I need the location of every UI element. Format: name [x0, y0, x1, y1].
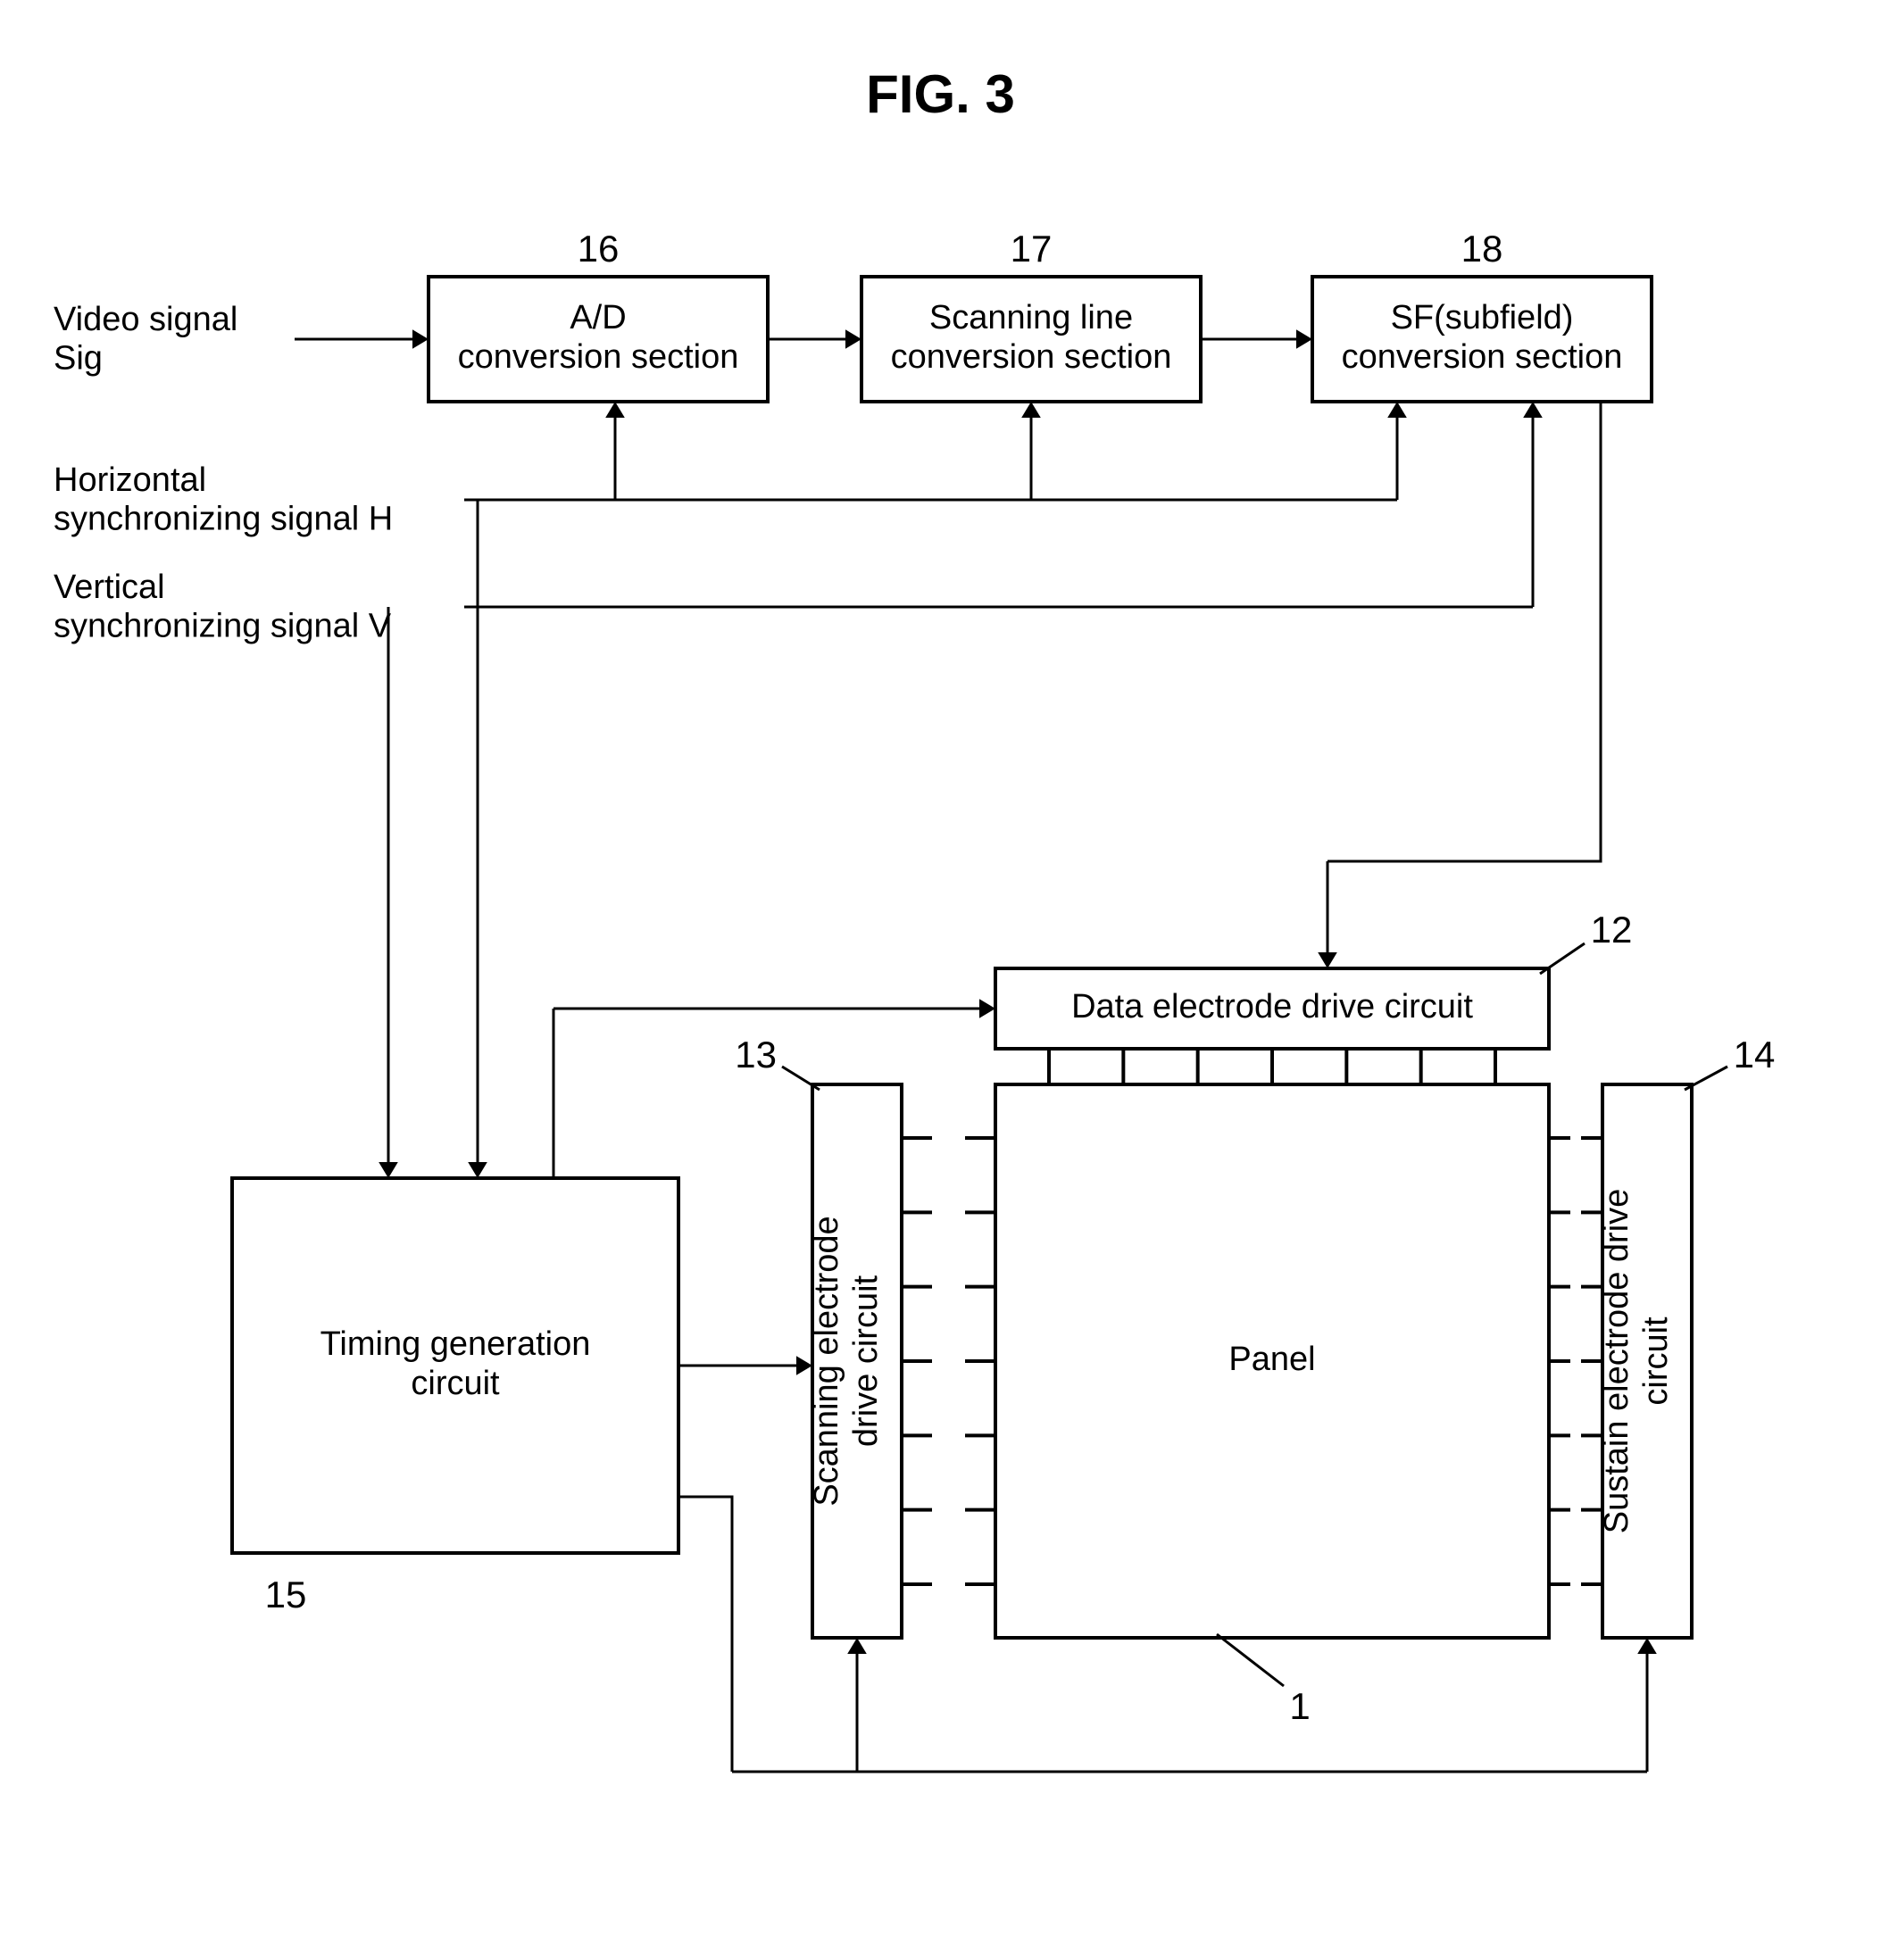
arrowhead [845, 329, 861, 349]
node-panel-ref: 1 [1289, 1685, 1310, 1727]
wire [1685, 1067, 1727, 1090]
wire [1217, 1634, 1284, 1686]
node-sf-label-line-1: conversion section [1342, 338, 1623, 376]
svg-text:Sustain electrode drive: Sustain electrode drive [1598, 1189, 1635, 1534]
svg-text:drive circuit: drive circuit [847, 1275, 885, 1447]
arrowhead [1318, 952, 1337, 968]
arrowhead [1387, 402, 1407, 418]
node-sustain-ref: 14 [1734, 1034, 1776, 1076]
node-panel-label: Panel [1228, 1341, 1315, 1378]
node-scanline-label-line-0: Scanning line [929, 299, 1133, 336]
node-panel-label-line-0: Panel [1228, 1341, 1315, 1378]
arrowhead [1296, 329, 1312, 349]
node-ad-label-line-0: A/D [570, 299, 626, 336]
arrowhead [468, 1162, 487, 1178]
node-timing-ref: 15 [265, 1574, 307, 1615]
label-hsync-line-0: Horizontal [54, 461, 206, 499]
arrowhead [1021, 402, 1041, 418]
label-video: Video signalSig [54, 301, 237, 378]
label-video-line-0: Video signal [54, 301, 237, 338]
arrowhead [379, 1162, 398, 1178]
node-sf-ref: 18 [1461, 228, 1503, 270]
node-ad-ref: 16 [578, 228, 620, 270]
label-video-line-1: Sig [54, 340, 103, 378]
label-vsync-line-0: Vertical [54, 569, 165, 606]
node-scanline-label: Scanning lineconversion section [891, 299, 1172, 376]
figure-title: FIG. 3 [866, 64, 1015, 124]
arrowhead [979, 999, 995, 1018]
node-timing-label-line-0: Timing generation [320, 1325, 591, 1363]
arrowhead [1637, 1638, 1657, 1654]
svg-text:Scanning electrode: Scanning electrode [808, 1216, 845, 1506]
label-hsync: Horizontalsynchronizing signal H [54, 461, 393, 538]
node-scanline-label-line-1: conversion section [891, 338, 1172, 376]
label-vsync: Verticalsynchronizing signal V [54, 569, 392, 645]
node-timing-label-line-1: circuit [411, 1365, 500, 1402]
arrowhead [412, 329, 429, 349]
node-scan-ref: 13 [735, 1034, 777, 1076]
wire [1328, 402, 1601, 861]
node-ad-label-line-1: conversion section [458, 338, 739, 376]
wire [678, 1497, 732, 1772]
arrowhead [1523, 402, 1543, 418]
svg-text:circuit: circuit [1637, 1316, 1675, 1406]
wire [782, 1067, 820, 1090]
label-hsync-line-1: synchronizing signal H [54, 501, 393, 538]
wire [1540, 943, 1585, 974]
label-vsync-line-1: synchronizing signal V [54, 608, 392, 645]
node-data-ref: 12 [1591, 909, 1633, 951]
arrowhead [847, 1638, 867, 1654]
node-scanline-ref: 17 [1011, 228, 1053, 270]
arrowhead [605, 402, 625, 418]
node-data-label-line-0: Data electrode drive circuit [1071, 988, 1473, 1026]
node-data-label: Data electrode drive circuit [1071, 988, 1473, 1026]
node-sf-label-line-0: SF(subfield) [1391, 299, 1574, 336]
